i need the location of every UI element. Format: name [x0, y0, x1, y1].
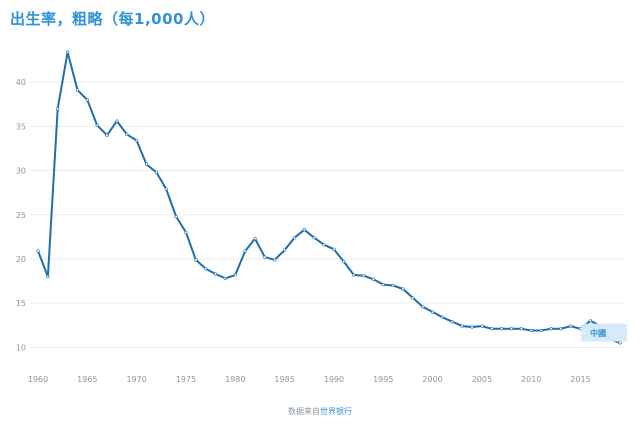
series-line: [37, 51, 621, 344]
data-point: [46, 275, 50, 279]
data-point: [342, 259, 346, 264]
x-tick-label: 1980: [225, 375, 245, 384]
data-point: [194, 258, 198, 262]
x-tick-label: 2010: [521, 375, 541, 384]
data-point: [292, 236, 297, 240]
data-point: [154, 170, 158, 174]
data-point: [95, 123, 99, 128]
data-point: [559, 327, 563, 331]
data-point: [361, 274, 366, 278]
data-point: [283, 248, 287, 252]
data-point: [85, 98, 89, 102]
data-point: [450, 320, 454, 324]
data-point: [302, 228, 306, 232]
y-tick-label: 10: [16, 343, 26, 352]
series-tag-box: [581, 323, 628, 342]
data-point: [352, 273, 356, 277]
data-point: [312, 236, 316, 240]
data-point: [115, 119, 119, 123]
data-point: [391, 283, 395, 288]
data-point: [36, 249, 40, 253]
data-point: [509, 327, 514, 331]
y-tick-label: 35: [16, 122, 26, 131]
data-point: [56, 107, 60, 111]
x-tick-label: 2000: [422, 375, 442, 384]
data-point: [204, 267, 208, 271]
data-point: [480, 324, 484, 328]
data-point: [144, 162, 149, 166]
chart-title: 出生率，粗略（每1,000人）: [10, 10, 215, 28]
data-point: [322, 243, 326, 247]
data-point: [243, 249, 247, 253]
data-point: [421, 305, 425, 309]
y-tick-label: 20: [16, 255, 26, 264]
data-point: [430, 310, 435, 314]
data-point: [588, 319, 593, 323]
data-point: [223, 276, 228, 280]
source-prefix: 数据来自: [288, 407, 320, 416]
data-point: [539, 328, 543, 333]
data-source: 数据来自世界银行: [0, 406, 640, 417]
data-point: [371, 277, 375, 281]
data-point: [381, 282, 385, 287]
x-tick-label: 1990: [324, 375, 344, 384]
data-point: [549, 327, 553, 331]
y-tick-label: 15: [16, 299, 26, 308]
data-point: [213, 272, 218, 276]
y-tick-label: 30: [16, 167, 26, 176]
data-point: [460, 324, 464, 328]
data-point: [174, 214, 178, 219]
data-point: [164, 187, 168, 191]
data-point: [184, 230, 188, 235]
data-point: [618, 341, 622, 345]
data-point: [253, 237, 257, 241]
x-tick-label: 1965: [77, 375, 97, 384]
data-point: [529, 328, 533, 333]
y-tick-label: 40: [16, 78, 26, 87]
data-point: [470, 325, 474, 329]
x-tick-label: 1970: [126, 375, 146, 384]
data-point: [65, 50, 70, 54]
x-tick-label: 1995: [373, 375, 393, 384]
data-point: [569, 324, 573, 328]
data-point: [273, 258, 277, 262]
series-tag-label: 中國: [590, 328, 606, 338]
data-point: [440, 315, 445, 319]
x-tick-label: 2015: [570, 375, 590, 384]
data-point: [233, 273, 237, 277]
data-point: [519, 327, 523, 331]
data-point: [125, 132, 129, 136]
data-point: [401, 287, 405, 291]
y-tick-label: 25: [16, 211, 26, 220]
data-point: [332, 247, 336, 251]
x-tick-label: 1960: [28, 375, 48, 384]
x-tick-label: 2005: [472, 375, 492, 384]
source-link[interactable]: 世界银行: [320, 407, 352, 416]
x-tick-label: 1975: [176, 375, 196, 384]
data-point: [105, 133, 109, 137]
x-tick-label: 1985: [274, 375, 294, 384]
data-point: [411, 296, 415, 300]
data-point: [490, 327, 494, 331]
data-point: [75, 88, 80, 92]
data-point: [263, 255, 267, 259]
data-point: [135, 138, 139, 143]
data-point: [500, 327, 504, 331]
